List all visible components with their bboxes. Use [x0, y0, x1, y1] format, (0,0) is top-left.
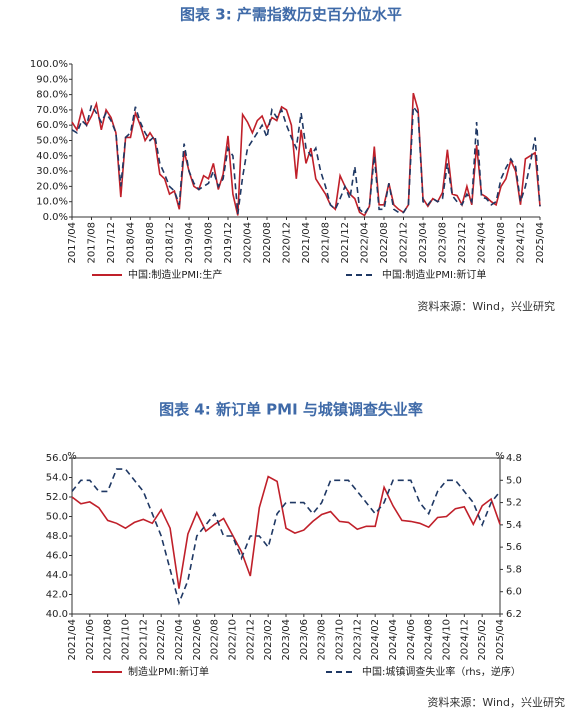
- x-tick-label: 2017/12: [106, 222, 117, 264]
- y-tick-label: 46.0: [46, 551, 68, 562]
- x-tick-label: 2022/06: [192, 619, 203, 661]
- y2-tick-label: 6.0: [506, 587, 522, 598]
- y-tick-label: 44.0: [46, 570, 68, 581]
- x-tick-label: 2023/04: [281, 619, 292, 661]
- x-tick-label: 2019/12: [223, 222, 234, 264]
- legend-label: 中国:城镇调查失业率（rhs，逆序）: [362, 665, 521, 678]
- chart-title: 图表 4: 新订单 PMI 与城镇调查失业率: [159, 401, 423, 419]
- x-tick-label: 2022/08: [210, 619, 221, 661]
- y-tick-label: 90.0%: [36, 74, 68, 85]
- x-tick-label: 2023/04: [418, 222, 429, 264]
- y-tick-label: 52.0: [46, 492, 68, 503]
- x-tick-label: 2025/04: [495, 619, 506, 661]
- y-tick-label: 40.0: [46, 609, 68, 620]
- x-tick-label: 2025/04: [535, 222, 546, 264]
- x-tick-label: 2021/08: [103, 619, 114, 661]
- x-tick-label: 2024/08: [424, 619, 435, 661]
- source-note: 资料来源：Wind，兴业研究: [427, 695, 565, 709]
- y-tick-label: 56.0: [46, 453, 68, 464]
- chart-title: 图表 3: 产需指数历史百分位水平: [180, 6, 402, 24]
- y2-tick-label: 5.0: [506, 475, 522, 486]
- axis-unit: %: [495, 451, 505, 462]
- y-tick-label: 50.0%: [36, 136, 68, 147]
- x-tick-label: 2023/08: [317, 619, 328, 661]
- x-tick-label: 2024/10: [442, 619, 453, 661]
- x-tick-label: 2024/02: [370, 619, 381, 661]
- series-line: [71, 103, 541, 216]
- y-tick-label: 10.0%: [36, 197, 68, 208]
- y2-tick-label: 4.8: [506, 453, 522, 464]
- x-tick-label: 2023/06: [299, 619, 310, 661]
- y-tick-label: 60.0%: [36, 120, 68, 131]
- x-tick-label: 2017/08: [87, 222, 98, 264]
- x-tick-label: 2022/04: [360, 222, 371, 264]
- y-tick-label: 100.0%: [30, 59, 68, 70]
- x-tick-label: 2023/12: [457, 222, 468, 264]
- x-tick-label: 2022/12: [399, 222, 410, 264]
- x-tick-label: 2018/04: [126, 222, 137, 264]
- y-tick-label: 80.0%: [36, 90, 68, 101]
- x-tick-label: 2024/12: [516, 222, 527, 264]
- legend-label: 中国:制造业PMI:新订单: [382, 268, 486, 281]
- x-tick-label: 2019/04: [184, 222, 195, 264]
- x-tick-label: 2022/10: [228, 619, 239, 661]
- x-tick-label: 2024/08: [496, 222, 507, 264]
- y-tick-label: 70.0%: [36, 105, 68, 116]
- x-tick-label: 2021/04: [301, 222, 312, 264]
- x-tick-label: 2024/06: [406, 619, 417, 661]
- y-tick-label: 0.0%: [43, 212, 68, 223]
- x-tick-label: 2020/12: [282, 222, 293, 264]
- y2-tick-label: 6.2: [506, 609, 522, 620]
- axis-unit: %: [67, 451, 77, 462]
- source-note: 资料来源：Wind，兴业研究: [417, 299, 555, 313]
- x-tick-label: 2022/02: [156, 619, 167, 661]
- legend-label: 制造业PMI:新订单: [128, 665, 209, 678]
- y-tick-label: 48.0: [46, 531, 68, 542]
- series-line: [71, 92, 541, 217]
- x-tick-label: 2023/02: [263, 619, 274, 661]
- series-line: [71, 475, 501, 589]
- y-tick-label: 50.0: [46, 512, 68, 523]
- y2-tick-label: 5.8: [506, 564, 522, 575]
- x-tick-label: 2022/08: [379, 222, 390, 264]
- x-tick-label: 2025/02: [477, 619, 488, 661]
- x-tick-label: 2017/04: [67, 222, 78, 264]
- x-tick-label: 2021/04: [67, 619, 78, 661]
- x-tick-label: 2024/04: [388, 619, 399, 661]
- x-tick-label: 2024/04: [477, 222, 488, 264]
- y2-tick-label: 5.4: [506, 520, 522, 531]
- y-tick-label: 30.0%: [36, 166, 68, 177]
- x-tick-label: 2020/04: [243, 222, 254, 264]
- x-tick-label: 2021/12: [138, 619, 149, 661]
- y2-tick-label: 5.2: [506, 498, 522, 509]
- x-tick-label: 2021/12: [340, 222, 351, 264]
- legend-label: 中国:制造业PMI:生产: [128, 268, 222, 281]
- x-tick-label: 2018/12: [165, 222, 176, 264]
- x-tick-label: 2019/08: [204, 222, 215, 264]
- y-tick-label: 42.0: [46, 590, 68, 601]
- series-line: [71, 468, 501, 606]
- x-tick-label: 2021/08: [321, 222, 332, 264]
- x-tick-label: 2021/06: [85, 619, 96, 661]
- x-tick-label: 2022/04: [174, 619, 185, 661]
- x-tick-label: 2021/10: [121, 619, 132, 661]
- x-tick-label: 2023/10: [335, 619, 346, 661]
- y2-tick-label: 5.6: [506, 542, 522, 553]
- x-tick-label: 2020/08: [262, 222, 273, 264]
- x-tick-label: 2023/12: [352, 619, 363, 661]
- x-tick-label: 2023/08: [438, 222, 449, 264]
- y-tick-label: 20.0%: [36, 181, 68, 192]
- y-tick-label: 54.0: [46, 473, 68, 484]
- y-tick-label: 40.0%: [36, 151, 68, 162]
- x-tick-label: 2022/12: [245, 619, 256, 661]
- x-tick-label: 2018/08: [145, 222, 156, 264]
- x-tick-label: 2024/12: [459, 619, 470, 661]
